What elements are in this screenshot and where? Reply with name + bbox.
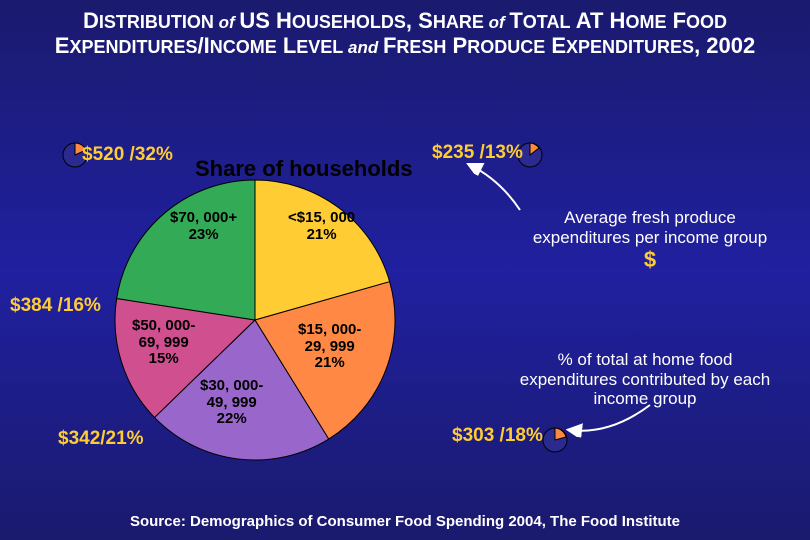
slice-label-70plus: $70, 000+23% xyxy=(170,210,237,243)
callout-50-69: $384 /16% xyxy=(10,295,101,317)
source-citation: Source: Demographics of Consumer Food Sp… xyxy=(0,513,810,530)
callout-15-29: $303 /18% xyxy=(452,425,543,447)
arrow-icon xyxy=(460,160,540,220)
slice-label-lt15: <$15, 00021% xyxy=(288,210,355,243)
slice-label-30-49: $30, 000-49, 99922% xyxy=(200,378,263,428)
page-title: DISTRIBUTION of US HOUSEHOLDS, SHARE of … xyxy=(0,0,810,59)
callout-30-49: $342/21% xyxy=(58,428,144,450)
pie-slice-70plus xyxy=(117,180,255,320)
legend-produce: Average fresh produce expenditures per i… xyxy=(505,208,795,272)
callout-70plus: $520 /32% xyxy=(82,144,173,166)
slice-label-50-69: $50, 000-69, 99915% xyxy=(132,318,195,368)
slice-label-15-29: $15, 000-29, 99921% xyxy=(298,322,361,372)
arrow-icon xyxy=(560,400,660,450)
